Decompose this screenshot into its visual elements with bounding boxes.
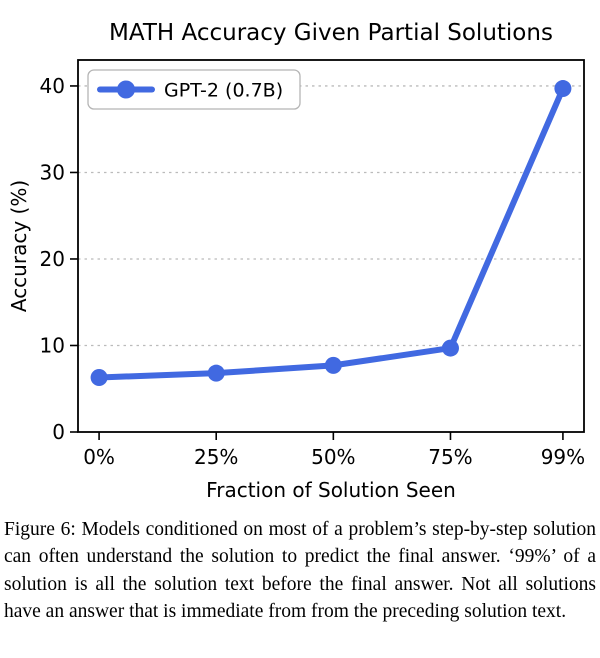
legend-marker-icon xyxy=(117,80,135,99)
plot-grid: 0 10 20 30 40 0% 25% 50% 75% 99% xyxy=(40,74,586,469)
data-point-marker xyxy=(441,339,459,357)
x-tick-label: 75% xyxy=(428,445,472,469)
data-point-marker xyxy=(554,80,572,98)
chart-title: MATH Accuracy Given Partial Solutions xyxy=(109,20,553,46)
y-tick-label: 20 xyxy=(40,247,65,271)
data-series xyxy=(90,80,572,386)
data-line xyxy=(96,85,566,381)
line-chart: MATH Accuracy Given Partial Solutions Ac… xyxy=(7,20,586,502)
legend-label: GPT-2 (0.7B) xyxy=(164,80,283,102)
figure-caption: Figure 6: Models conditioned on most of … xyxy=(4,519,596,622)
legend: GPT-2 (0.7B) xyxy=(87,69,301,110)
x-axis-label: Fraction of Solution Seen xyxy=(206,478,456,502)
x-tick-label: 99% xyxy=(541,445,585,469)
data-point-marker xyxy=(207,364,225,382)
y-axis-label: Accuracy (%) xyxy=(7,180,31,312)
y-tick-label: 30 xyxy=(40,160,65,184)
x-tick-label: 25% xyxy=(194,445,238,469)
y-tick-label: 10 xyxy=(40,333,65,357)
y-tick-label: 0 xyxy=(52,420,65,444)
plot-border xyxy=(77,59,585,433)
y-tick-label: 40 xyxy=(40,74,65,98)
legend-box xyxy=(87,69,301,110)
x-tick-label: 50% xyxy=(311,445,355,469)
data-point-marker xyxy=(324,356,342,374)
x-tick-label: 0% xyxy=(83,445,115,469)
data-point-marker xyxy=(90,368,108,386)
